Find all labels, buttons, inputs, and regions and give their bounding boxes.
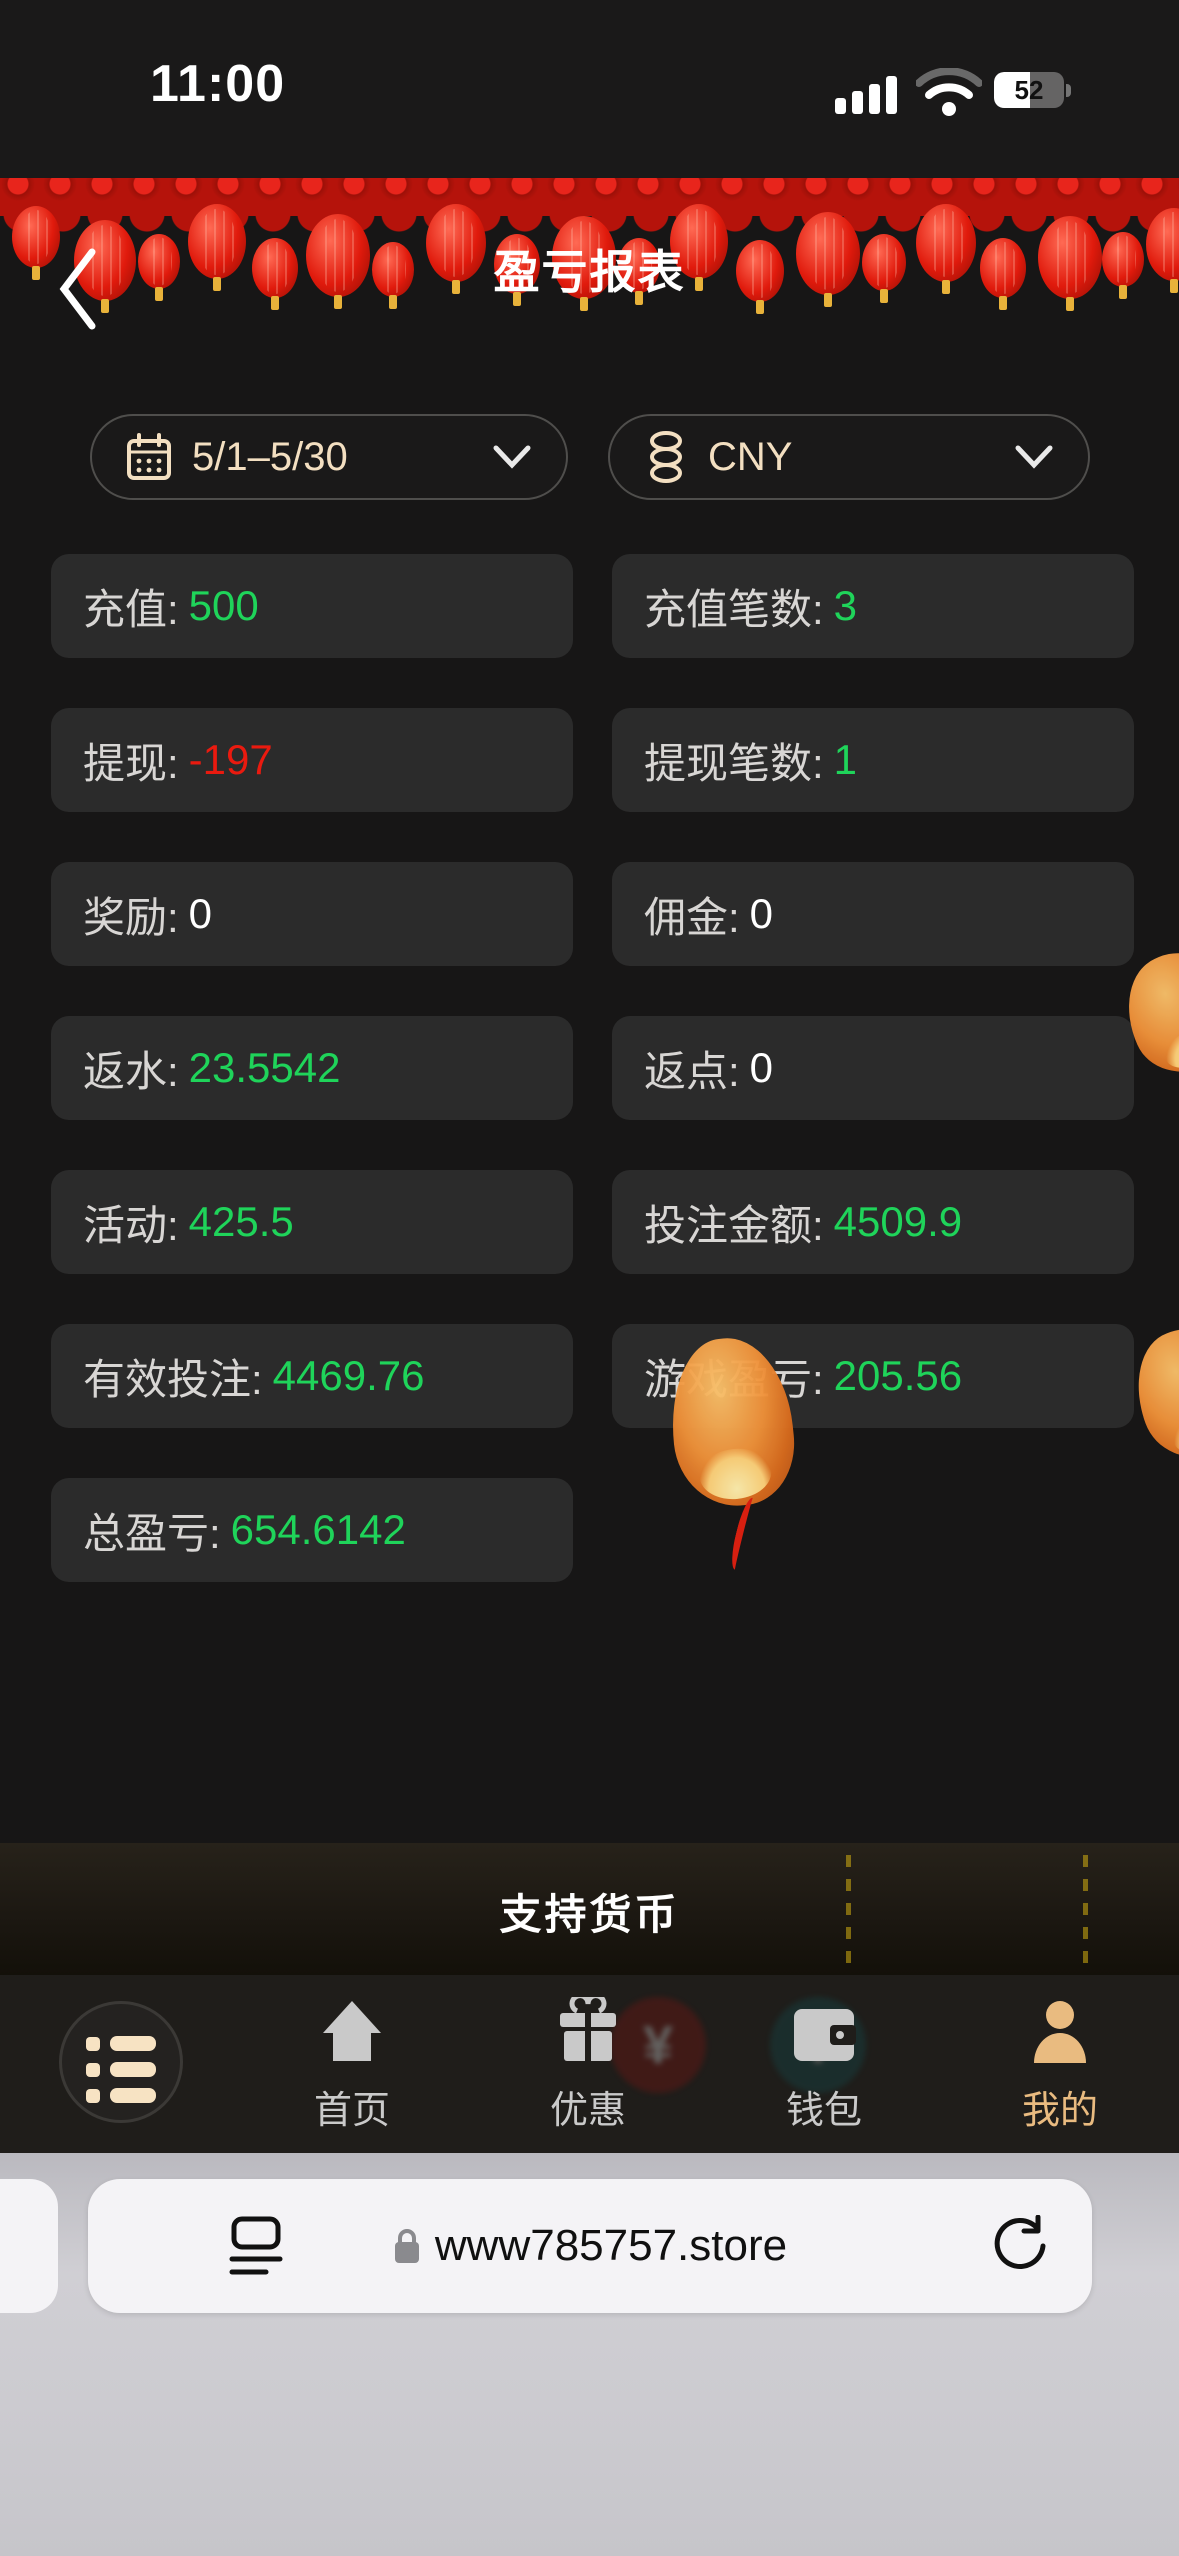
stat-card: 游戏盈亏: 205.56: [612, 1324, 1134, 1428]
stat-value: 1: [833, 736, 858, 783]
stat-value: 500: [188, 582, 259, 629]
supported-currency-label: 支持货币: [499, 1891, 680, 1938]
stat-card: 返水: 23.5542: [51, 1016, 573, 1120]
stat-card: 提现: -197: [51, 708, 573, 812]
stat-card: 活动: 425.5: [51, 1170, 573, 1274]
nav-item-profile[interactable]: 我的: [980, 1997, 1140, 2134]
stat-label: 提现:: [83, 739, 179, 787]
stat-value: 654.6142: [230, 1506, 406, 1553]
page-header: 盈亏报表: [0, 226, 1179, 336]
stat-card: 充值笔数: 3: [612, 554, 1134, 658]
stat-value: 4469.76: [272, 1352, 425, 1399]
currency-value: CNY: [708, 434, 793, 479]
stat-label: 提现笔数:: [644, 739, 824, 787]
stat-label: 充值笔数:: [644, 585, 824, 633]
battery-icon: 52: [994, 72, 1064, 108]
stat-value: -197: [188, 736, 273, 783]
stat-value: 0: [188, 890, 213, 937]
date-range-value: 5/1–5/30: [192, 434, 348, 479]
light-string: [1083, 1855, 1088, 1973]
stat-label: 充值:: [83, 585, 179, 633]
page-title: 盈亏报表: [493, 246, 686, 298]
stat-value: 425.5: [188, 1198, 294, 1245]
currency-select[interactable]: CNY: [608, 414, 1090, 500]
nav-item-promotions[interactable]: 优惠: [508, 1997, 668, 2134]
back-button[interactable]: [48, 244, 108, 334]
filter-row: 5/1–5/30 CNY: [90, 414, 1090, 500]
stat-card: 返点: 0: [612, 1016, 1134, 1120]
stat-card: 充值: 500: [51, 554, 573, 658]
stat-card: 有效投注: 4469.76: [51, 1324, 573, 1428]
wallet-icon: [794, 2009, 856, 2061]
light-string: [846, 1855, 851, 1973]
supported-currency-band: 支持货币: [0, 1843, 1179, 1975]
list-menu-icon: [86, 2036, 156, 2114]
stats-grid: 充值: 500 充值笔数: 3 提现: -197 提现笔数: 1 奖励: 0 佣金: 0 返水: 23.5…: [51, 554, 1134, 1582]
stat-label: 返点:: [644, 1047, 740, 1095]
nav-item-wallet[interactable]: 钱包: [744, 1997, 904, 2134]
stat-card: 投注金额: 4509.9: [612, 1170, 1134, 1274]
lock-icon: [394, 2229, 419, 2263]
gift-icon: [560, 1997, 616, 2061]
date-range-select[interactable]: 5/1–5/30: [90, 414, 568, 500]
cellular-signal-icon: [835, 74, 901, 114]
address-bar[interactable]: www785757.store: [88, 2179, 1092, 2313]
status-bar: 11:00 52: [0, 0, 1179, 178]
stat-label: 奖励:: [83, 893, 179, 941]
page-viewer-icon[interactable]: [228, 2215, 284, 2277]
chevron-left-icon: [59, 248, 96, 330]
stat-card: 总盈亏: 654.6142: [51, 1478, 573, 1582]
reload-icon[interactable]: [992, 2215, 1048, 2275]
stat-value: 0: [749, 1044, 774, 1091]
browser-chrome: www785757.store: [0, 2153, 1179, 2556]
nav-item-home[interactable]: 首页: [272, 1997, 432, 2134]
stat-card: 提现笔数: 1: [612, 708, 1134, 812]
stat-label: 返水:: [83, 1047, 179, 1095]
yuan-coin-decoration: ¥: [610, 1997, 706, 2093]
coins-icon: [650, 431, 682, 483]
clock: 11:00: [150, 55, 286, 113]
stat-label: 投注金额:: [644, 1201, 824, 1249]
stat-card: 佣金: 0: [612, 862, 1134, 966]
stat-label: 佣金:: [644, 893, 740, 941]
stat-label: 有效投注:: [83, 1355, 263, 1403]
stat-label: 总盈亏:: [83, 1509, 221, 1557]
url-text: www785757.store: [434, 2221, 788, 2270]
wifi-icon: [916, 68, 982, 116]
stat-value: 205.56: [833, 1352, 963, 1399]
home-icon: [323, 2001, 381, 2061]
chevron-down-icon: [493, 445, 531, 469]
stat-label: 游戏盈亏:: [644, 1355, 824, 1403]
stat-value: 23.5542: [188, 1044, 341, 1091]
stat-value: 3: [833, 582, 858, 629]
chevron-down-icon: [1015, 445, 1053, 469]
stat-value: 0: [749, 890, 774, 937]
person-icon: [1034, 2001, 1086, 2063]
stat-value: 4509.9: [833, 1198, 963, 1245]
menu-button[interactable]: [59, 2001, 183, 2123]
previous-tab-peek[interactable]: [0, 2179, 58, 2313]
bottom-nav: ¥ T 首页 优惠: [0, 1975, 1179, 2153]
stat-label: 活动:: [83, 1201, 179, 1249]
stat-card: 奖励: 0: [51, 862, 573, 966]
battery-percent: 52: [1014, 75, 1044, 105]
calendar-icon: [127, 433, 171, 480]
battery-nub: [1066, 84, 1071, 97]
